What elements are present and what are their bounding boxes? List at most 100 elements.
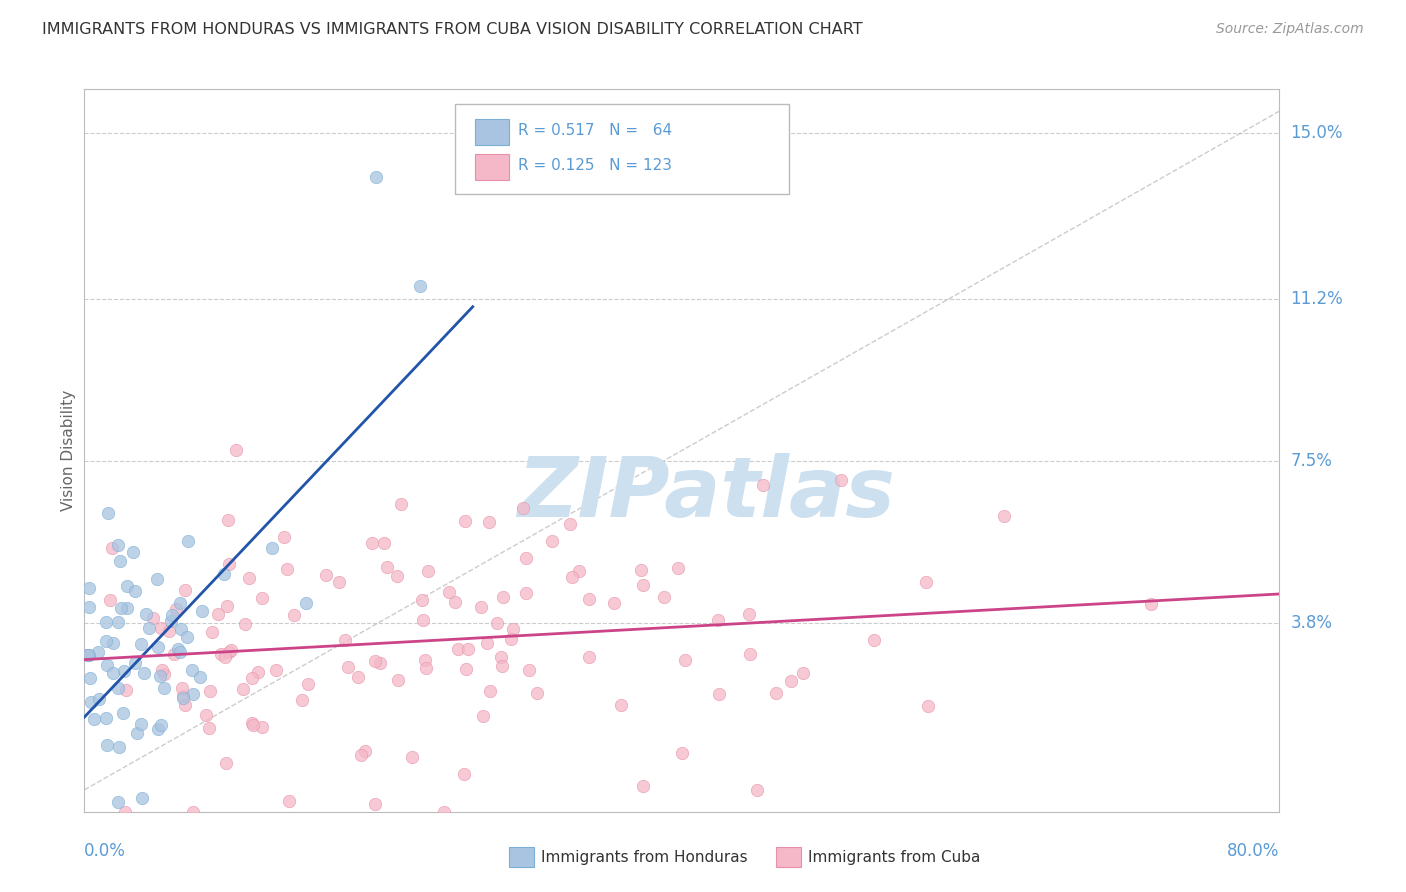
Immigrants from Cuba	[745, 782, 768, 797]
Immigrants from Cuba	[491, 659, 513, 673]
Immigrants from Cuba	[370, 656, 392, 670]
Immigrants from Cuba	[242, 717, 264, 731]
Immigrants from Cuba	[233, 616, 256, 631]
Immigrants from Honduras	[262, 541, 284, 555]
Immigrants from Honduras	[83, 712, 105, 726]
Immigrants from Cuba	[411, 593, 433, 607]
Immigrants from Cuba	[633, 577, 655, 591]
Immigrants from Cuba	[917, 699, 939, 714]
Immigrants from Cuba	[197, 721, 219, 735]
Immigrants from Cuba	[437, 584, 460, 599]
Immigrants from Cuba	[740, 647, 762, 661]
Immigrants from Cuba	[863, 633, 886, 648]
Immigrants from Cuba	[350, 747, 373, 762]
Immigrants from Honduras	[169, 645, 191, 659]
Immigrants from Honduras	[181, 687, 204, 701]
Immigrants from Cuba	[336, 660, 359, 674]
Immigrants from Honduras	[115, 579, 138, 593]
Immigrants from Cuba	[457, 642, 479, 657]
Immigrants from Cuba	[671, 746, 693, 760]
Immigrants from Cuba	[297, 677, 319, 691]
Immigrants from Honduras	[146, 640, 169, 654]
Immigrants from Cuba	[215, 599, 238, 613]
Immigrants from Cuba	[453, 767, 475, 781]
Immigrants from Cuba	[264, 664, 287, 678]
Immigrants from Cuba	[792, 666, 814, 681]
Immigrants from Cuba	[170, 681, 193, 695]
Immigrants from Honduras	[77, 600, 100, 615]
Immigrants from Cuba	[471, 709, 494, 723]
Text: Source: ZipAtlas.com: Source: ZipAtlas.com	[1216, 22, 1364, 37]
Immigrants from Cuba	[209, 647, 232, 661]
Immigrants from Cuba	[328, 574, 350, 589]
Immigrants from Cuba	[165, 601, 187, 615]
Y-axis label: Vision Disability: Vision Disability	[60, 390, 76, 511]
Immigrants from Honduras	[134, 607, 156, 621]
Immigrants from Cuba	[142, 610, 165, 624]
Immigrants from Cuba	[499, 632, 522, 646]
Immigrants from Honduras	[76, 648, 98, 662]
Immigrants from Cuba	[830, 473, 852, 487]
Immigrants from Cuba	[150, 663, 173, 677]
Immigrants from Honduras	[96, 711, 118, 725]
Immigrants from Honduras	[107, 681, 129, 696]
Immigrants from Cuba	[174, 582, 197, 597]
Immigrants from Cuba	[526, 686, 548, 700]
Immigrants from Cuba	[389, 498, 412, 512]
Immigrants from Honduras	[188, 670, 211, 684]
Immigrants from Cuba	[153, 667, 176, 681]
Immigrants from Honduras	[149, 718, 172, 732]
Immigrants from Honduras	[124, 656, 146, 670]
Immigrants from Honduras	[177, 534, 200, 549]
Immigrants from Cuba	[76, 648, 98, 663]
Immigrants from Honduras	[97, 506, 120, 520]
Text: R = 0.517   N =   64: R = 0.517 N = 64	[519, 123, 672, 138]
Immigrants from Cuba	[214, 650, 236, 665]
Immigrants from Cuba	[515, 586, 537, 600]
Immigrants from Cuba	[98, 593, 121, 607]
Text: ZIPatlas: ZIPatlas	[517, 453, 894, 534]
Immigrants from Cuba	[225, 443, 247, 458]
Immigrants from Cuba	[283, 608, 305, 623]
Immigrants from Honduras	[96, 658, 118, 673]
Immigrants from Cuba	[385, 569, 408, 583]
Immigrants from Cuba	[250, 720, 273, 734]
Immigrants from Cuba	[401, 750, 423, 764]
Immigrants from Honduras	[121, 545, 143, 559]
Immigrants from Cuba	[360, 536, 382, 550]
Immigrants from Cuba	[363, 654, 385, 668]
Immigrants from Cuba	[278, 794, 301, 808]
Immigrants from Honduras	[108, 553, 131, 567]
Immigrants from Cuba	[173, 698, 195, 712]
Immigrants from Cuba	[172, 689, 194, 703]
Immigrants from Cuba	[247, 665, 270, 679]
Immigrants from Cuba	[433, 805, 456, 819]
Immigrants from Cuba	[578, 650, 600, 665]
Immigrants from Cuba	[470, 600, 492, 615]
Immigrants from Honduras	[409, 279, 432, 293]
Immigrants from Cuba	[114, 805, 136, 819]
Immigrants from Honduras	[295, 596, 318, 610]
Immigrants from Cuba	[752, 477, 775, 491]
Immigrants from Cuba	[652, 590, 675, 604]
Immigrants from Cuba	[412, 613, 434, 627]
Immigrants from Honduras	[115, 601, 138, 615]
Immigrants from Cuba	[631, 779, 654, 793]
Immigrants from Honduras	[191, 604, 214, 618]
Immigrants from Cuba	[377, 559, 399, 574]
Immigrants from Cuba	[413, 653, 436, 667]
Immigrants from Cuba	[315, 568, 337, 582]
Immigrants from Honduras	[101, 666, 124, 681]
Immigrants from Cuba	[737, 607, 759, 622]
Immigrants from Cuba	[149, 622, 172, 636]
Immigrants from Cuba	[240, 716, 263, 731]
Immigrants from Cuba	[780, 673, 803, 688]
Immigrants from Cuba	[447, 641, 470, 656]
Immigrants from Cuba	[238, 571, 260, 585]
Immigrants from Cuba	[993, 509, 1015, 524]
Immigrants from Cuba	[541, 533, 564, 548]
Text: IMMIGRANTS FROM HONDURAS VS IMMIGRANTS FROM CUBA VISION DISABILITY CORRELATION C: IMMIGRANTS FROM HONDURAS VS IMMIGRANTS F…	[42, 22, 863, 37]
Immigrants from Cuba	[215, 756, 238, 770]
Immigrants from Honduras	[125, 726, 148, 740]
Immigrants from Honduras	[112, 665, 135, 679]
